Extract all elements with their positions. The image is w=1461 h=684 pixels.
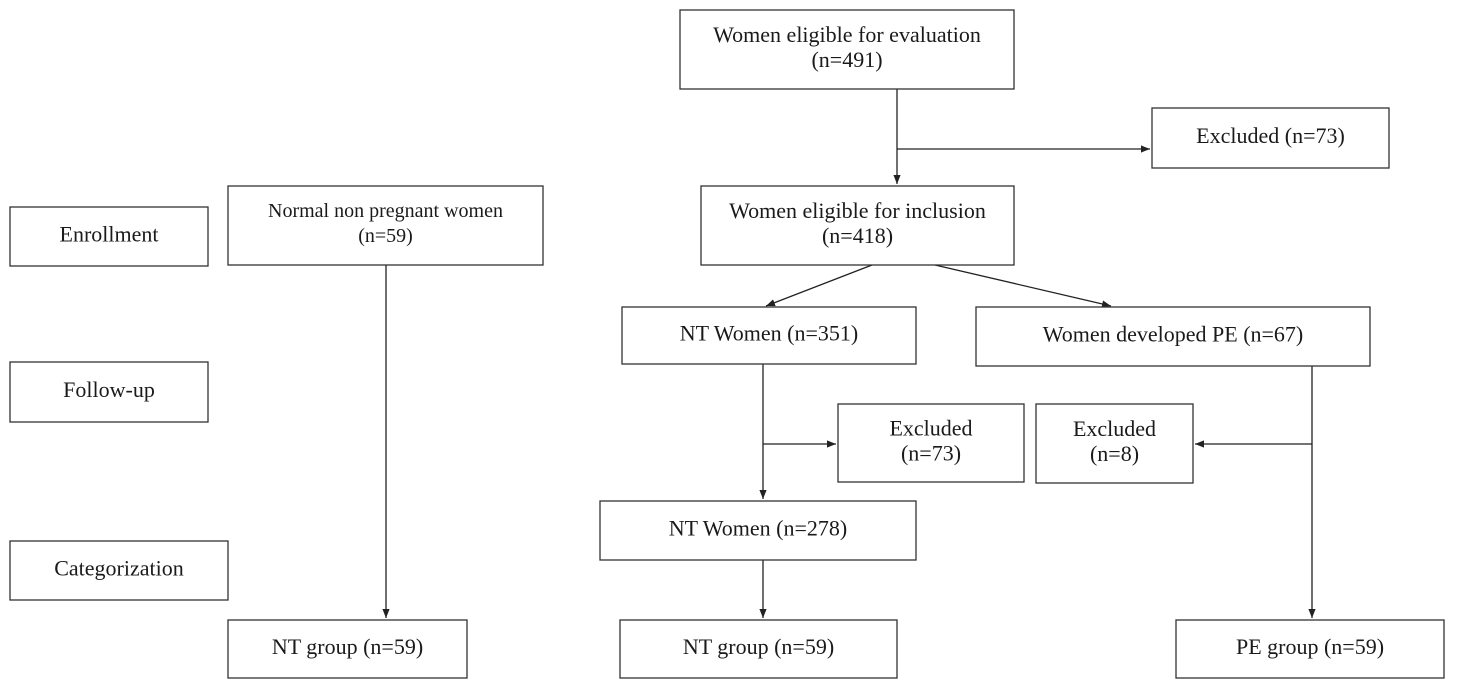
- arrow: [765, 264, 873, 307]
- node-box: [1151, 107, 1390, 169]
- node-label: Enrollment: [60, 222, 159, 247]
- node: PE group (n=59): [1175, 619, 1445, 679]
- node: Follow-up: [9, 361, 209, 423]
- node-label: Categorization: [54, 556, 184, 581]
- node: Excluded (n=73): [1151, 107, 1390, 169]
- node-label: Women eligible for evaluation: [713, 22, 981, 47]
- node-box: [619, 619, 898, 679]
- node: Normal non pregnant women (n=59): [227, 185, 544, 266]
- node-box: [1035, 403, 1194, 484]
- node-box: [1175, 619, 1445, 679]
- node-label: Women developed PE (n=67): [1043, 322, 1304, 347]
- node: Categorization: [9, 540, 229, 601]
- node: Enrollment: [9, 206, 209, 267]
- node-label: Women eligible for inclusion: [729, 198, 986, 223]
- node-box: [621, 306, 917, 365]
- node-label: (n=73): [901, 441, 961, 466]
- node-box: [227, 619, 468, 679]
- node-box: [679, 9, 1015, 90]
- node-label: NT Women (n=278): [669, 516, 847, 541]
- node: Women developed PE (n=67): [975, 306, 1371, 367]
- node-label: Follow-up: [63, 377, 155, 402]
- node-label: (n=491): [811, 47, 882, 72]
- node: NT Women (n=278): [599, 500, 917, 561]
- node-label: Normal non pregnant women: [268, 200, 503, 222]
- node-box: [700, 185, 1015, 266]
- node-box: [599, 500, 917, 561]
- node-label: NT Women (n=351): [680, 321, 858, 346]
- connectors: [382, 89, 1316, 618]
- node-label: (n=59): [358, 225, 413, 247]
- node-label: Excluded (n=73): [1196, 123, 1345, 148]
- node-box: [975, 306, 1371, 367]
- node-label: PE group (n=59): [1236, 634, 1384, 659]
- node-label: NT group (n=59): [272, 634, 423, 659]
- node: NT group (n=59): [227, 619, 468, 679]
- node: NT Women (n=351): [621, 306, 917, 365]
- node-box: [227, 185, 544, 266]
- node-box: [9, 540, 229, 601]
- node-box: [837, 403, 1025, 483]
- node-label: (n=8): [1090, 441, 1139, 466]
- arrow: [934, 264, 1112, 308]
- node-label: (n=418): [822, 223, 893, 248]
- node-label: Excluded: [1073, 416, 1156, 441]
- node: Excluded(n=73): [837, 403, 1025, 483]
- node: Women eligible for evaluation(n=491): [679, 9, 1015, 90]
- node-box: [9, 361, 209, 423]
- node: Excluded(n=8): [1035, 403, 1194, 484]
- node: NT group (n=59): [619, 619, 898, 679]
- node-box: [9, 206, 209, 267]
- node: Women eligible for inclusion(n=418): [700, 185, 1015, 266]
- node-label: NT group (n=59): [683, 634, 834, 659]
- node-label: Excluded: [889, 416, 972, 441]
